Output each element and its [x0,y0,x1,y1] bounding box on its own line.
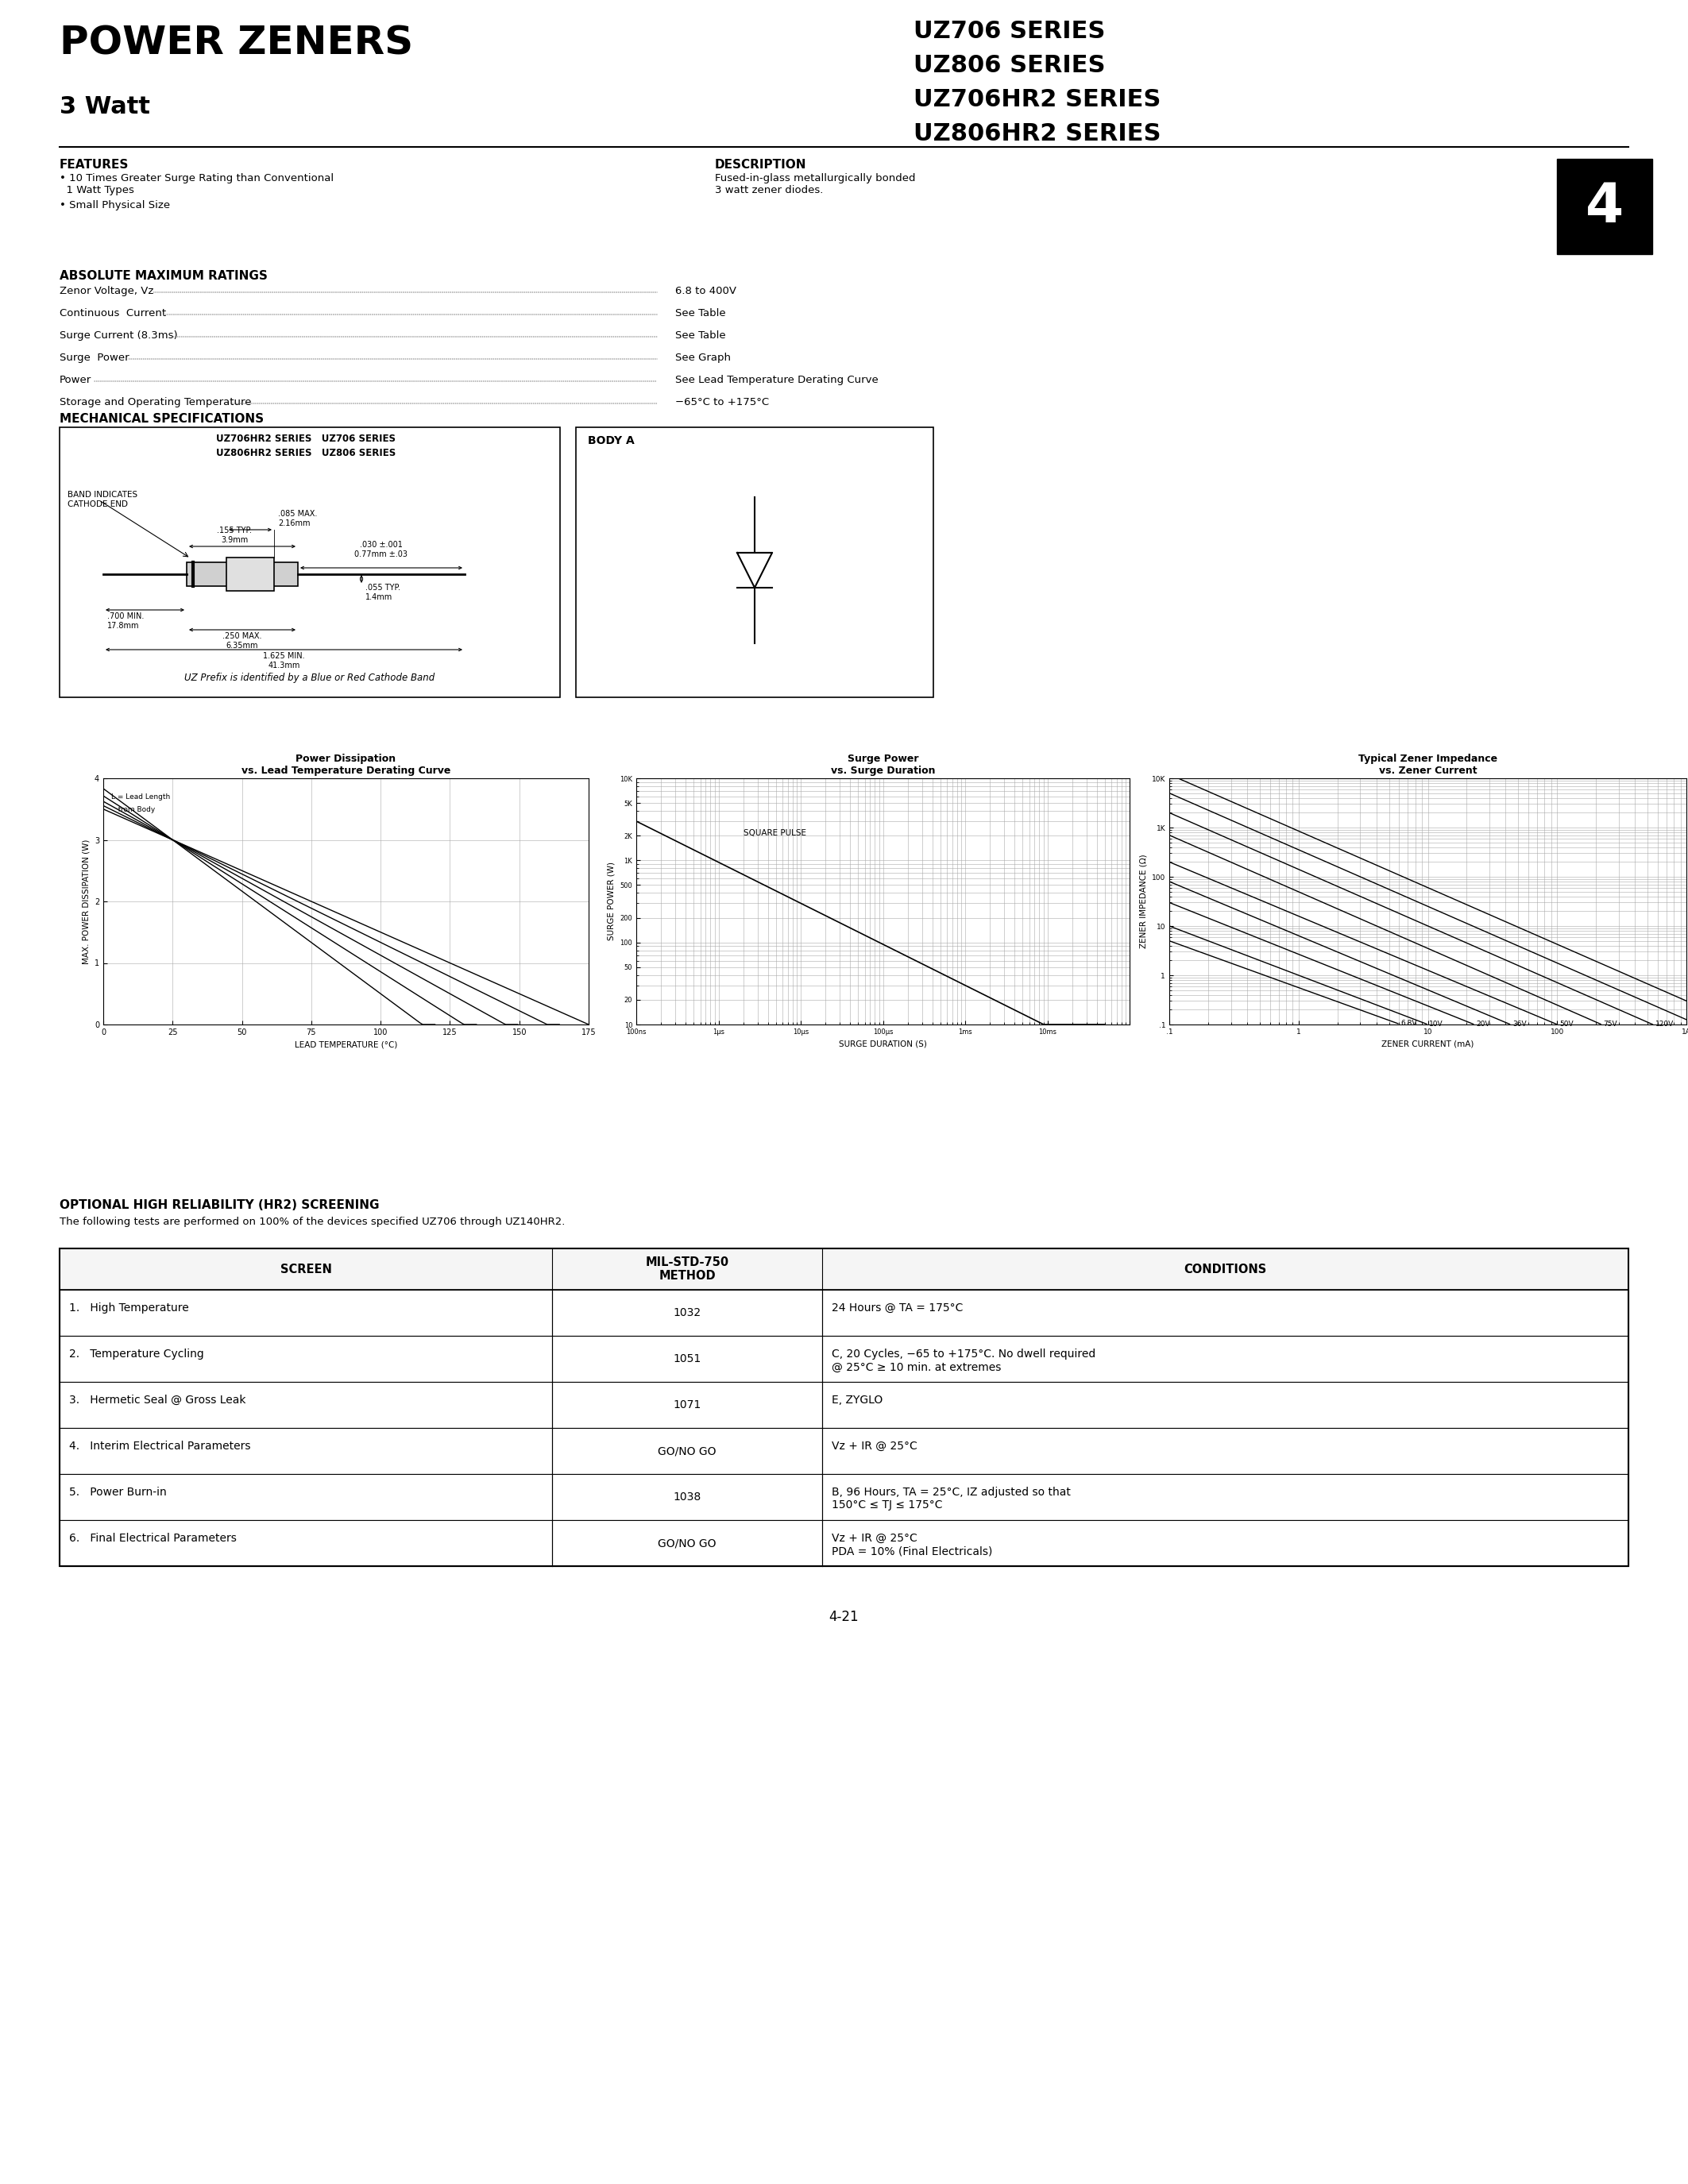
Y-axis label: SURGE POWER (W): SURGE POWER (W) [608,863,616,941]
Text: POWER ZENERS: POWER ZENERS [59,24,414,61]
Text: See Table: See Table [675,308,726,319]
Text: 1038: 1038 [674,1492,701,1503]
X-axis label: ZENER CURRENT (mA): ZENER CURRENT (mA) [1381,1040,1474,1048]
Text: 50V: 50V [1560,1020,1573,1029]
Text: MECHANICAL SPECIFICATIONS: MECHANICAL SPECIFICATIONS [59,413,263,426]
Text: 20V: 20V [1475,1020,1491,1029]
Bar [59,1291,1629,1337]
Text: 1051: 1051 [674,1354,701,1365]
Text: 120V: 120V [1656,1020,1674,1029]
Bar [226,557,273,592]
Text: FEATURES: FEATURES [59,159,128,170]
Text: Continuous  Current: Continuous Current [59,308,165,319]
Text: Power: Power [59,376,91,384]
Text: DESCRIPTION: DESCRIPTION [716,159,807,170]
Text: GO/NO GO: GO/NO GO [658,1446,716,1457]
Text: UZ Prefix is identified by a Blue or Red Cathode Band: UZ Prefix is identified by a Blue or Red… [184,673,436,684]
Text: 1071: 1071 [674,1400,701,1411]
Y-axis label: MAX. POWER DISSIPATION (W): MAX. POWER DISSIPATION (W) [83,839,89,963]
Text: 3 Watt: 3 Watt [59,96,150,118]
Text: .250 MAX.
6.35mm: .250 MAX. 6.35mm [223,631,262,649]
X-axis label: LEAD TEMPERATURE (°C): LEAD TEMPERATURE (°C) [294,1042,397,1048]
Text: 24 Hours @ TA = 175°C: 24 Hours @ TA = 175°C [832,1302,964,1315]
Text: See Table: See Table [675,330,726,341]
Text: .085 MAX.
2.16mm: .085 MAX. 2.16mm [279,511,317,526]
Text: • 10 Times Greater Surge Rating than Conventional
  1 Watt Types: • 10 Times Greater Surge Rating than Con… [59,173,334,194]
Text: .055 TYP.
1.4mm: .055 TYP. 1.4mm [365,583,400,601]
Text: L = Lead Length: L = Lead Length [111,793,170,802]
Text: 6.8V: 6.8V [1401,1020,1416,1026]
Text: UZ806HR2 SERIES: UZ806HR2 SERIES [913,122,1161,146]
Bar [59,1249,1629,1291]
Text: 5.   Power Burn-in: 5. Power Burn-in [69,1487,167,1498]
Text: 3.   Hermetic Seal @ Gross Leak: 3. Hermetic Seal @ Gross Leak [69,1396,246,1406]
Bar [59,1474,1629,1520]
Polygon shape [738,553,771,587]
Title: Power Dissipation
vs. Lead Temperature Derating Curve: Power Dissipation vs. Lead Temperature D… [241,753,451,775]
Text: Storage and Operating Temperature: Storage and Operating Temperature [59,397,252,408]
Text: MIL-STD-750
METHOD: MIL-STD-750 METHOD [645,1256,729,1282]
Text: The following tests are performed on 100% of the devices specified UZ706 through: The following tests are performed on 100… [59,1216,565,1227]
Text: BAND INDICATES
CATHODE END: BAND INDICATES CATHODE END [68,491,137,509]
Bar [576,428,933,697]
Text: 75V: 75V [1604,1020,1617,1029]
Text: E, ZYGLO: E, ZYGLO [832,1396,883,1406]
X-axis label: SURGE DURATION (S): SURGE DURATION (S) [839,1040,927,1048]
Text: OPTIONAL HIGH RELIABILITY (HR2) SCREENING: OPTIONAL HIGH RELIABILITY (HR2) SCREENIN… [59,1199,380,1212]
Bar [59,1520,1629,1566]
Text: SCREEN: SCREEN [280,1262,331,1275]
Text: B, 96 Hours, TA = 25°C, IZ adjusted so that
150°C ≤ TJ ≤ 175°C: B, 96 Hours, TA = 25°C, IZ adjusted so t… [832,1487,1070,1511]
Text: 6.8 to 400V: 6.8 to 400V [675,286,736,297]
Text: .155 TYP.
3.9mm: .155 TYP. 3.9mm [216,526,252,544]
Text: C, 20 Cycles, −65 to +175°C. No dwell required
@ 25°C ≥ 10 min. at extremes: C, 20 Cycles, −65 to +175°C. No dwell re… [832,1350,1096,1374]
Y-axis label: ZENER IMPEDANCE (Ω): ZENER IMPEDANCE (Ω) [1139,854,1148,948]
Text: UZ806HR2 SERIES   UZ806 SERIES: UZ806HR2 SERIES UZ806 SERIES [216,448,395,459]
Text: from Body: from Body [111,806,155,812]
Text: BODY A: BODY A [587,435,635,446]
Title: Typical Zener Impedance
vs. Zener Current: Typical Zener Impedance vs. Zener Curren… [1359,753,1497,775]
Bar [59,1249,1629,1566]
Text: 4-21: 4-21 [829,1610,859,1625]
Text: 1.   High Temperature: 1. High Temperature [69,1302,189,1315]
Text: 36V: 36V [1512,1020,1526,1029]
Text: CONDITIONS: CONDITIONS [1183,1262,1266,1275]
Text: .030 ±.001
0.77mm ±.03: .030 ±.001 0.77mm ±.03 [354,542,408,559]
Text: 10V: 10V [1430,1020,1443,1029]
Bar [59,428,560,697]
Text: Surge  Power: Surge Power [59,352,130,363]
Bar [187,561,297,585]
Title: Surge Power
vs. Surge Duration: Surge Power vs. Surge Duration [830,753,935,775]
Text: −65°C to +175°C: −65°C to +175°C [675,397,770,408]
Text: UZ706 SERIES: UZ706 SERIES [913,20,1106,44]
Text: • Small Physical Size: • Small Physical Size [59,201,170,210]
Text: See Graph: See Graph [675,352,731,363]
Text: 1.625 MIN.
41.3mm: 1.625 MIN. 41.3mm [263,653,306,668]
Text: 2.   Temperature Cycling: 2. Temperature Cycling [69,1350,204,1361]
Text: 4.   Interim Electrical Parameters: 4. Interim Electrical Parameters [69,1441,250,1452]
Text: Zenor Voltage, Vz: Zenor Voltage, Vz [59,286,154,297]
Text: Vz + IR @ 25°C: Vz + IR @ 25°C [832,1441,917,1452]
Text: GO/NO GO: GO/NO GO [658,1538,716,1548]
Text: UZ806 SERIES: UZ806 SERIES [913,55,1106,76]
Text: 6.   Final Electrical Parameters: 6. Final Electrical Parameters [69,1533,236,1544]
Text: UZ706HR2 SERIES: UZ706HR2 SERIES [913,87,1161,111]
Text: 4: 4 [1585,179,1624,234]
Text: See Lead Temperature Derating Curve: See Lead Temperature Derating Curve [675,376,878,384]
Text: .700 MIN.
17.8mm: .700 MIN. 17.8mm [108,612,143,629]
Bar [59,1382,1629,1428]
Text: Surge Current (8.3ms): Surge Current (8.3ms) [59,330,177,341]
Text: UZ706HR2 SERIES   UZ706 SERIES: UZ706HR2 SERIES UZ706 SERIES [216,435,395,443]
Text: Vz + IR @ 25°C
PDA = 10% (Final Electricals): Vz + IR @ 25°C PDA = 10% (Final Electric… [832,1533,993,1557]
Text: Fused-in-glass metallurgically bonded
3 watt zener diodes.: Fused-in-glass metallurgically bonded 3 … [716,173,915,194]
Text: ABSOLUTE MAXIMUM RATINGS: ABSOLUTE MAXIMUM RATINGS [59,271,268,282]
Bar [59,1428,1629,1474]
Text: 1032: 1032 [674,1308,701,1319]
Bar [1556,159,1653,253]
Bar [59,1337,1629,1382]
Text: SQUARE PULSE: SQUARE PULSE [743,830,805,836]
